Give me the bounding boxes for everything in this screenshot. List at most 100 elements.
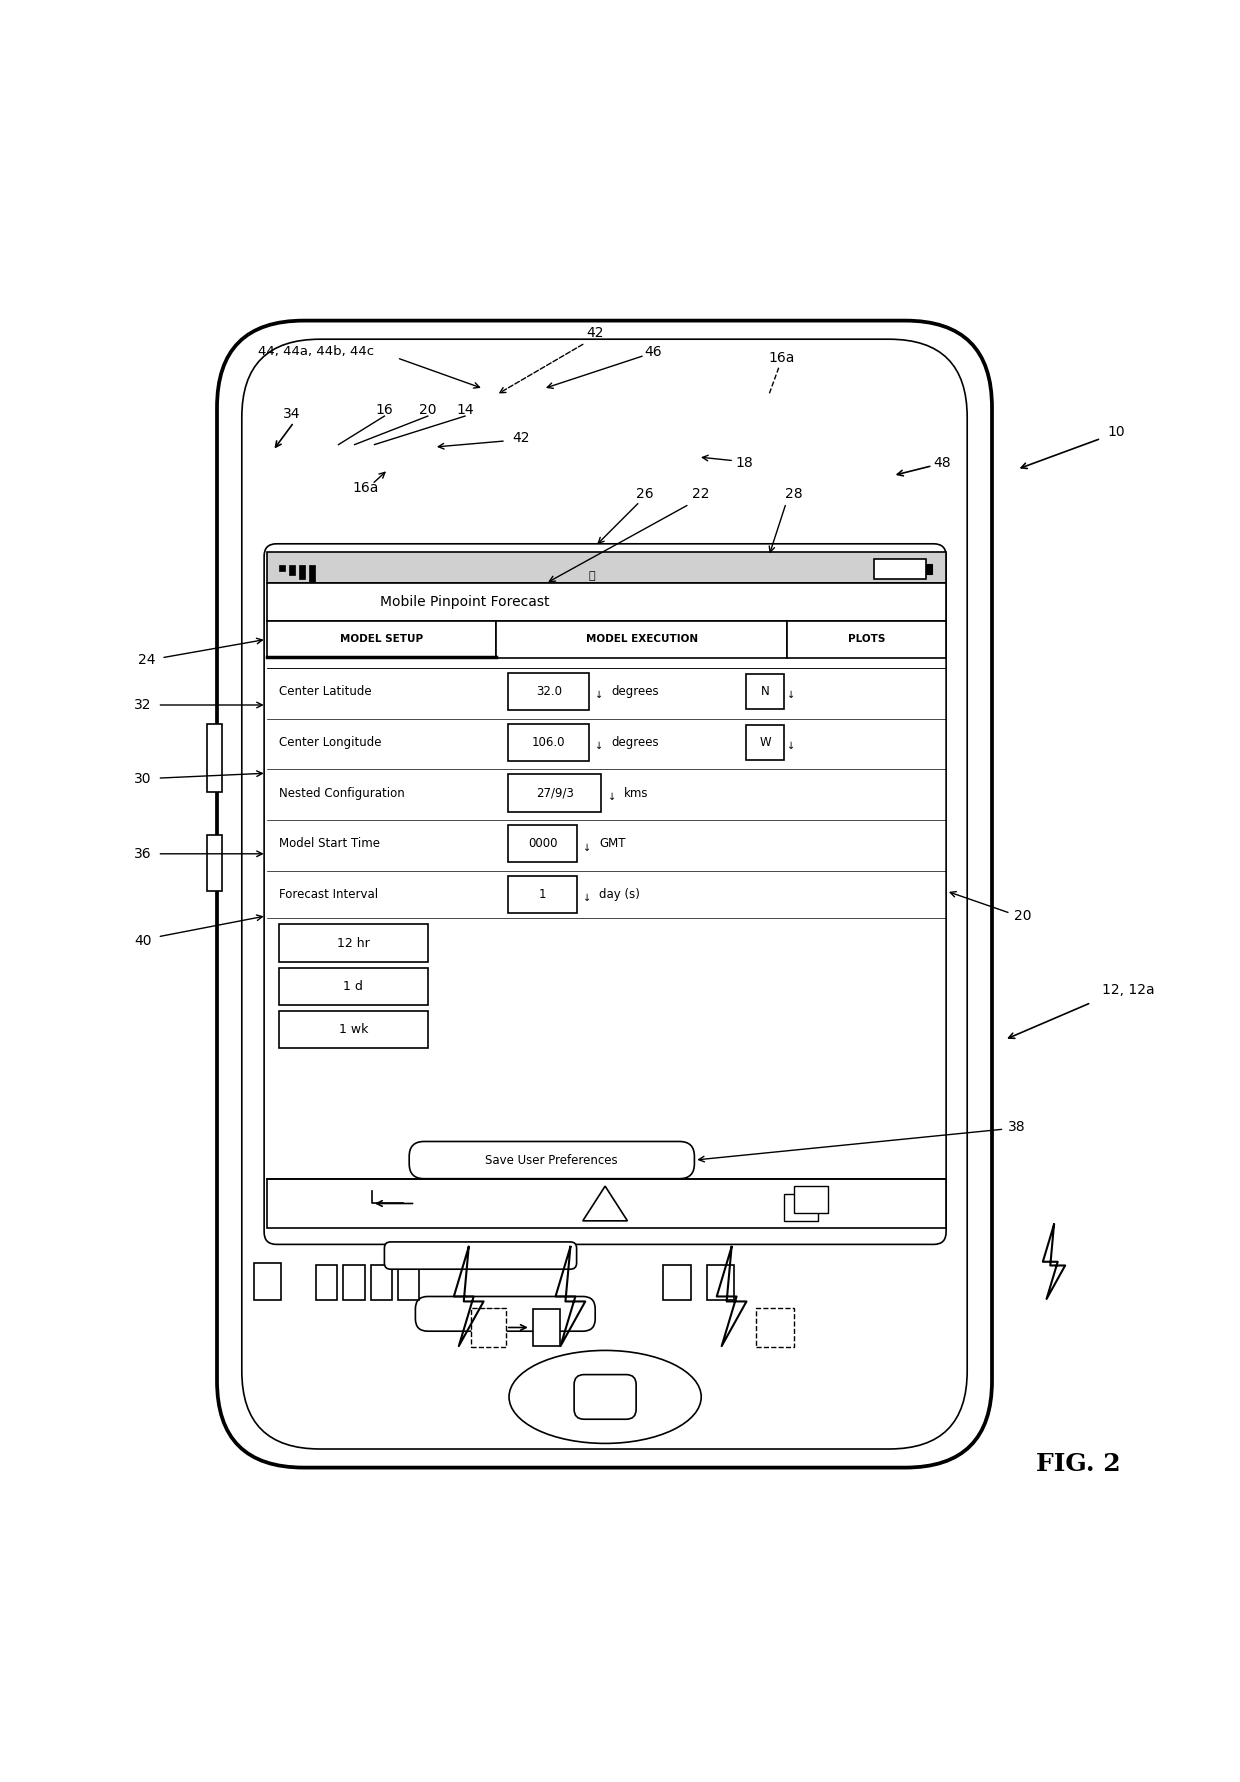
Bar xyxy=(267,1178,946,1228)
Text: Nested Configuration: Nested Configuration xyxy=(279,786,404,800)
Text: day (s): day (s) xyxy=(599,887,640,902)
Text: 106.0: 106.0 xyxy=(532,736,565,748)
Text: kms: kms xyxy=(624,786,649,800)
Text: 0000: 0000 xyxy=(528,838,557,850)
Text: 36: 36 xyxy=(134,846,151,861)
Text: Model Start Time: Model Start Time xyxy=(279,838,379,850)
Text: degrees: degrees xyxy=(611,684,658,699)
Bar xyxy=(756,1308,794,1347)
Bar xyxy=(343,1265,365,1301)
Bar xyxy=(267,620,496,658)
Text: 18: 18 xyxy=(735,456,753,470)
Text: ↓: ↓ xyxy=(595,741,604,750)
Text: 40: 40 xyxy=(134,934,151,948)
Text: 14: 14 xyxy=(456,403,474,417)
Text: 28: 28 xyxy=(785,486,802,501)
Bar xyxy=(533,1310,560,1345)
Text: 32.0: 32.0 xyxy=(536,684,562,699)
Bar xyxy=(471,1308,506,1347)
Text: ↓: ↓ xyxy=(787,741,796,750)
Text: 1: 1 xyxy=(538,887,547,902)
Text: W: W xyxy=(759,736,771,748)
Text: Forecast Interval: Forecast Interval xyxy=(279,887,378,902)
Bar xyxy=(746,725,784,759)
Bar xyxy=(316,1265,337,1301)
FancyBboxPatch shape xyxy=(242,339,967,1449)
FancyBboxPatch shape xyxy=(264,544,946,1244)
Text: 16a: 16a xyxy=(352,481,379,495)
Text: 34: 34 xyxy=(283,406,300,421)
Bar xyxy=(496,620,787,658)
Text: 46: 46 xyxy=(645,344,662,358)
Bar xyxy=(299,565,305,579)
Text: 30: 30 xyxy=(134,772,151,786)
Bar xyxy=(707,1265,734,1301)
Text: 22: 22 xyxy=(692,486,709,501)
Bar xyxy=(874,560,926,579)
Text: PLOTS: PLOTS xyxy=(848,634,885,645)
Text: 🔒: 🔒 xyxy=(588,570,595,581)
Bar xyxy=(279,925,428,962)
Text: 1 wk: 1 wk xyxy=(339,1023,368,1037)
Text: 27/9/3: 27/9/3 xyxy=(536,786,574,800)
Text: 16a: 16a xyxy=(768,351,795,365)
Text: GMT: GMT xyxy=(599,838,625,850)
Bar xyxy=(254,1263,281,1301)
Bar xyxy=(508,825,577,862)
Bar xyxy=(289,565,295,576)
Text: 12, 12a: 12, 12a xyxy=(1102,984,1154,998)
Text: Save User Preferences: Save User Preferences xyxy=(486,1153,618,1167)
Text: ↓: ↓ xyxy=(595,690,604,700)
Text: 24: 24 xyxy=(138,654,155,668)
Text: ↓: ↓ xyxy=(608,791,616,802)
Text: 16: 16 xyxy=(376,403,393,417)
Bar xyxy=(508,775,601,811)
Bar xyxy=(371,1265,392,1301)
Text: degrees: degrees xyxy=(611,736,658,748)
Text: 42: 42 xyxy=(587,326,604,340)
Bar xyxy=(787,620,946,658)
Bar xyxy=(784,1194,818,1221)
FancyBboxPatch shape xyxy=(384,1242,577,1269)
Text: MODEL EXECUTION: MODEL EXECUTION xyxy=(585,634,698,645)
Bar xyxy=(279,1010,428,1048)
Bar xyxy=(508,674,589,709)
Bar xyxy=(663,1265,691,1301)
Text: 10: 10 xyxy=(1107,426,1125,438)
Bar xyxy=(207,836,222,891)
FancyBboxPatch shape xyxy=(409,1142,694,1178)
Text: ↓: ↓ xyxy=(787,690,796,700)
Bar xyxy=(279,565,285,570)
Bar xyxy=(398,1265,419,1301)
Text: 48: 48 xyxy=(934,456,951,470)
Text: 44, 44a, 44b, 44c: 44, 44a, 44b, 44c xyxy=(258,346,374,358)
FancyBboxPatch shape xyxy=(217,321,992,1468)
Text: ↓: ↓ xyxy=(583,843,591,852)
Bar xyxy=(267,552,946,583)
Text: 1 d: 1 d xyxy=(343,980,363,993)
Bar xyxy=(309,565,315,583)
Text: 20: 20 xyxy=(419,403,436,417)
Polygon shape xyxy=(583,1187,627,1221)
Text: ↓: ↓ xyxy=(583,893,591,903)
Text: 38: 38 xyxy=(1008,1119,1025,1133)
Bar xyxy=(508,723,589,761)
Bar xyxy=(746,674,784,709)
Bar xyxy=(508,877,577,914)
Text: Center Latitude: Center Latitude xyxy=(279,684,372,699)
Text: MODEL SETUP: MODEL SETUP xyxy=(340,634,423,645)
Bar xyxy=(207,723,222,791)
Bar xyxy=(926,563,932,574)
Ellipse shape xyxy=(508,1351,702,1443)
FancyBboxPatch shape xyxy=(415,1297,595,1331)
Text: 20: 20 xyxy=(1014,909,1032,923)
Text: Mobile Pinpoint Forecast: Mobile Pinpoint Forecast xyxy=(381,595,549,609)
Text: 12 hr: 12 hr xyxy=(337,937,370,950)
Bar xyxy=(267,583,946,620)
Text: Center Longitude: Center Longitude xyxy=(279,736,382,748)
Bar xyxy=(794,1187,828,1214)
Text: 42: 42 xyxy=(512,431,529,446)
Text: 32: 32 xyxy=(134,699,151,713)
Text: N: N xyxy=(760,684,770,699)
Bar xyxy=(279,968,428,1005)
